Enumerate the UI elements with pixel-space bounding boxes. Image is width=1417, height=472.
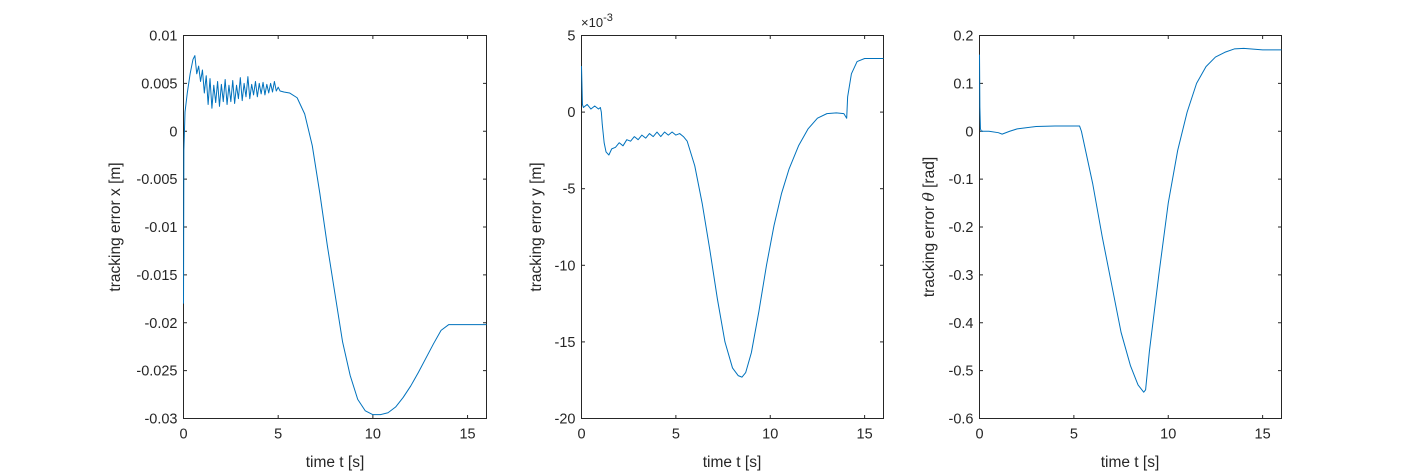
y-tick-label: -0.1 — [949, 172, 974, 188]
y-tick-label: -0.2 — [949, 220, 974, 236]
y-axis-label: tracking error x [m] — [107, 162, 124, 291]
chart-panel-theta: 0 5 10 15 -0.6 -0.5 -0.4 -0.3 -0.2 -0.1 0 0.1 0.2 ti… — [920, 29, 1282, 471]
y-axis-label: tracking error y [m] — [528, 162, 545, 291]
series-line — [979, 47, 1282, 393]
plot-frame — [581, 35, 884, 419]
y-tick-label: 0 — [965, 124, 973, 140]
x-tick-label: 5 — [1070, 427, 1078, 443]
tick-labels: 0 5 10 15 -0.03 -0.025 -0.02 -0.015 -0.01 -0.005 0… — [136, 29, 475, 443]
y-axis-label-suffix: [rad] — [921, 157, 938, 192]
ticks — [183, 35, 487, 419]
chart-panel-x: 0 5 10 15 -0.03 -0.025 -0.02 -0.015 -0.01 -0.005 0… — [107, 29, 487, 471]
x-axis-label: time t [s] — [703, 454, 762, 471]
x-tick-label: 5 — [274, 427, 282, 443]
y-tick-label: -0.025 — [136, 364, 177, 380]
x-axis-label: time t [s] — [306, 454, 365, 471]
x-tick-label: 0 — [975, 427, 983, 443]
y-tick-label: -5 — [563, 182, 576, 198]
y-tick-label: -0.4 — [949, 316, 974, 332]
y-tick-label: 5 — [567, 29, 575, 45]
plot-frame — [183, 35, 487, 419]
x-axis-label: time t [s] — [1101, 454, 1160, 471]
y-tick-label: 0.2 — [953, 29, 973, 45]
y-tick-label: -0.005 — [136, 172, 177, 188]
plot-frame — [979, 35, 1282, 419]
y-tick-label: -0.3 — [949, 268, 974, 284]
y-tick-label: -0.01 — [144, 220, 177, 236]
y-tick-label: 0.01 — [149, 29, 177, 45]
ticks — [979, 35, 1282, 419]
x-tick-label: 5 — [672, 427, 680, 443]
y-tick-label: -0.6 — [949, 412, 974, 428]
x-tick-label: 15 — [1255, 427, 1271, 443]
series-line — [581, 57, 884, 378]
y-tick-label: -0.5 — [949, 364, 974, 380]
y-tick-label: -10 — [555, 258, 576, 274]
tick-labels: 0 5 10 15 -20 -15 -10 -5 0 5 — [555, 29, 873, 443]
x-tick-label: 0 — [179, 427, 187, 443]
y-tick-label: 0.1 — [953, 76, 973, 92]
y-axis-multiplier: ×10-3 — [581, 12, 613, 30]
y-tick-label: 0.005 — [141, 76, 177, 92]
x-tick-label: 10 — [1160, 427, 1176, 443]
x-tick-label: 10 — [365, 427, 381, 443]
y-tick-label: -0.03 — [144, 412, 177, 428]
y-axis-label-prefix: tracking error — [921, 202, 938, 298]
y-axis-label: tracking error θ [rad] — [920, 157, 938, 297]
series-line — [183, 55, 487, 416]
y-tick-label: 0 — [567, 105, 575, 121]
y-axis-label-symbol: θ — [920, 192, 938, 202]
y-tick-label: -20 — [555, 412, 576, 428]
x-tick-label: 10 — [762, 427, 778, 443]
y-tick-label: -0.02 — [144, 316, 177, 332]
y-tick-label: -0.015 — [136, 268, 177, 284]
chart-panel-y: 0 5 10 15 -20 -15 -10 -5 0 5 ×10-3 time t [s] tra… — [528, 12, 884, 471]
y-tick-label: 0 — [169, 124, 177, 140]
ticks — [581, 35, 884, 419]
y-tick-label: -15 — [555, 335, 576, 351]
x-tick-label: 15 — [857, 427, 873, 443]
x-tick-label: 15 — [459, 427, 475, 443]
x-tick-label: 0 — [577, 427, 585, 443]
tick-labels: 0 5 10 15 -0.6 -0.5 -0.4 -0.3 -0.2 -0.1 0 0.1 0.2 — [949, 29, 1271, 443]
